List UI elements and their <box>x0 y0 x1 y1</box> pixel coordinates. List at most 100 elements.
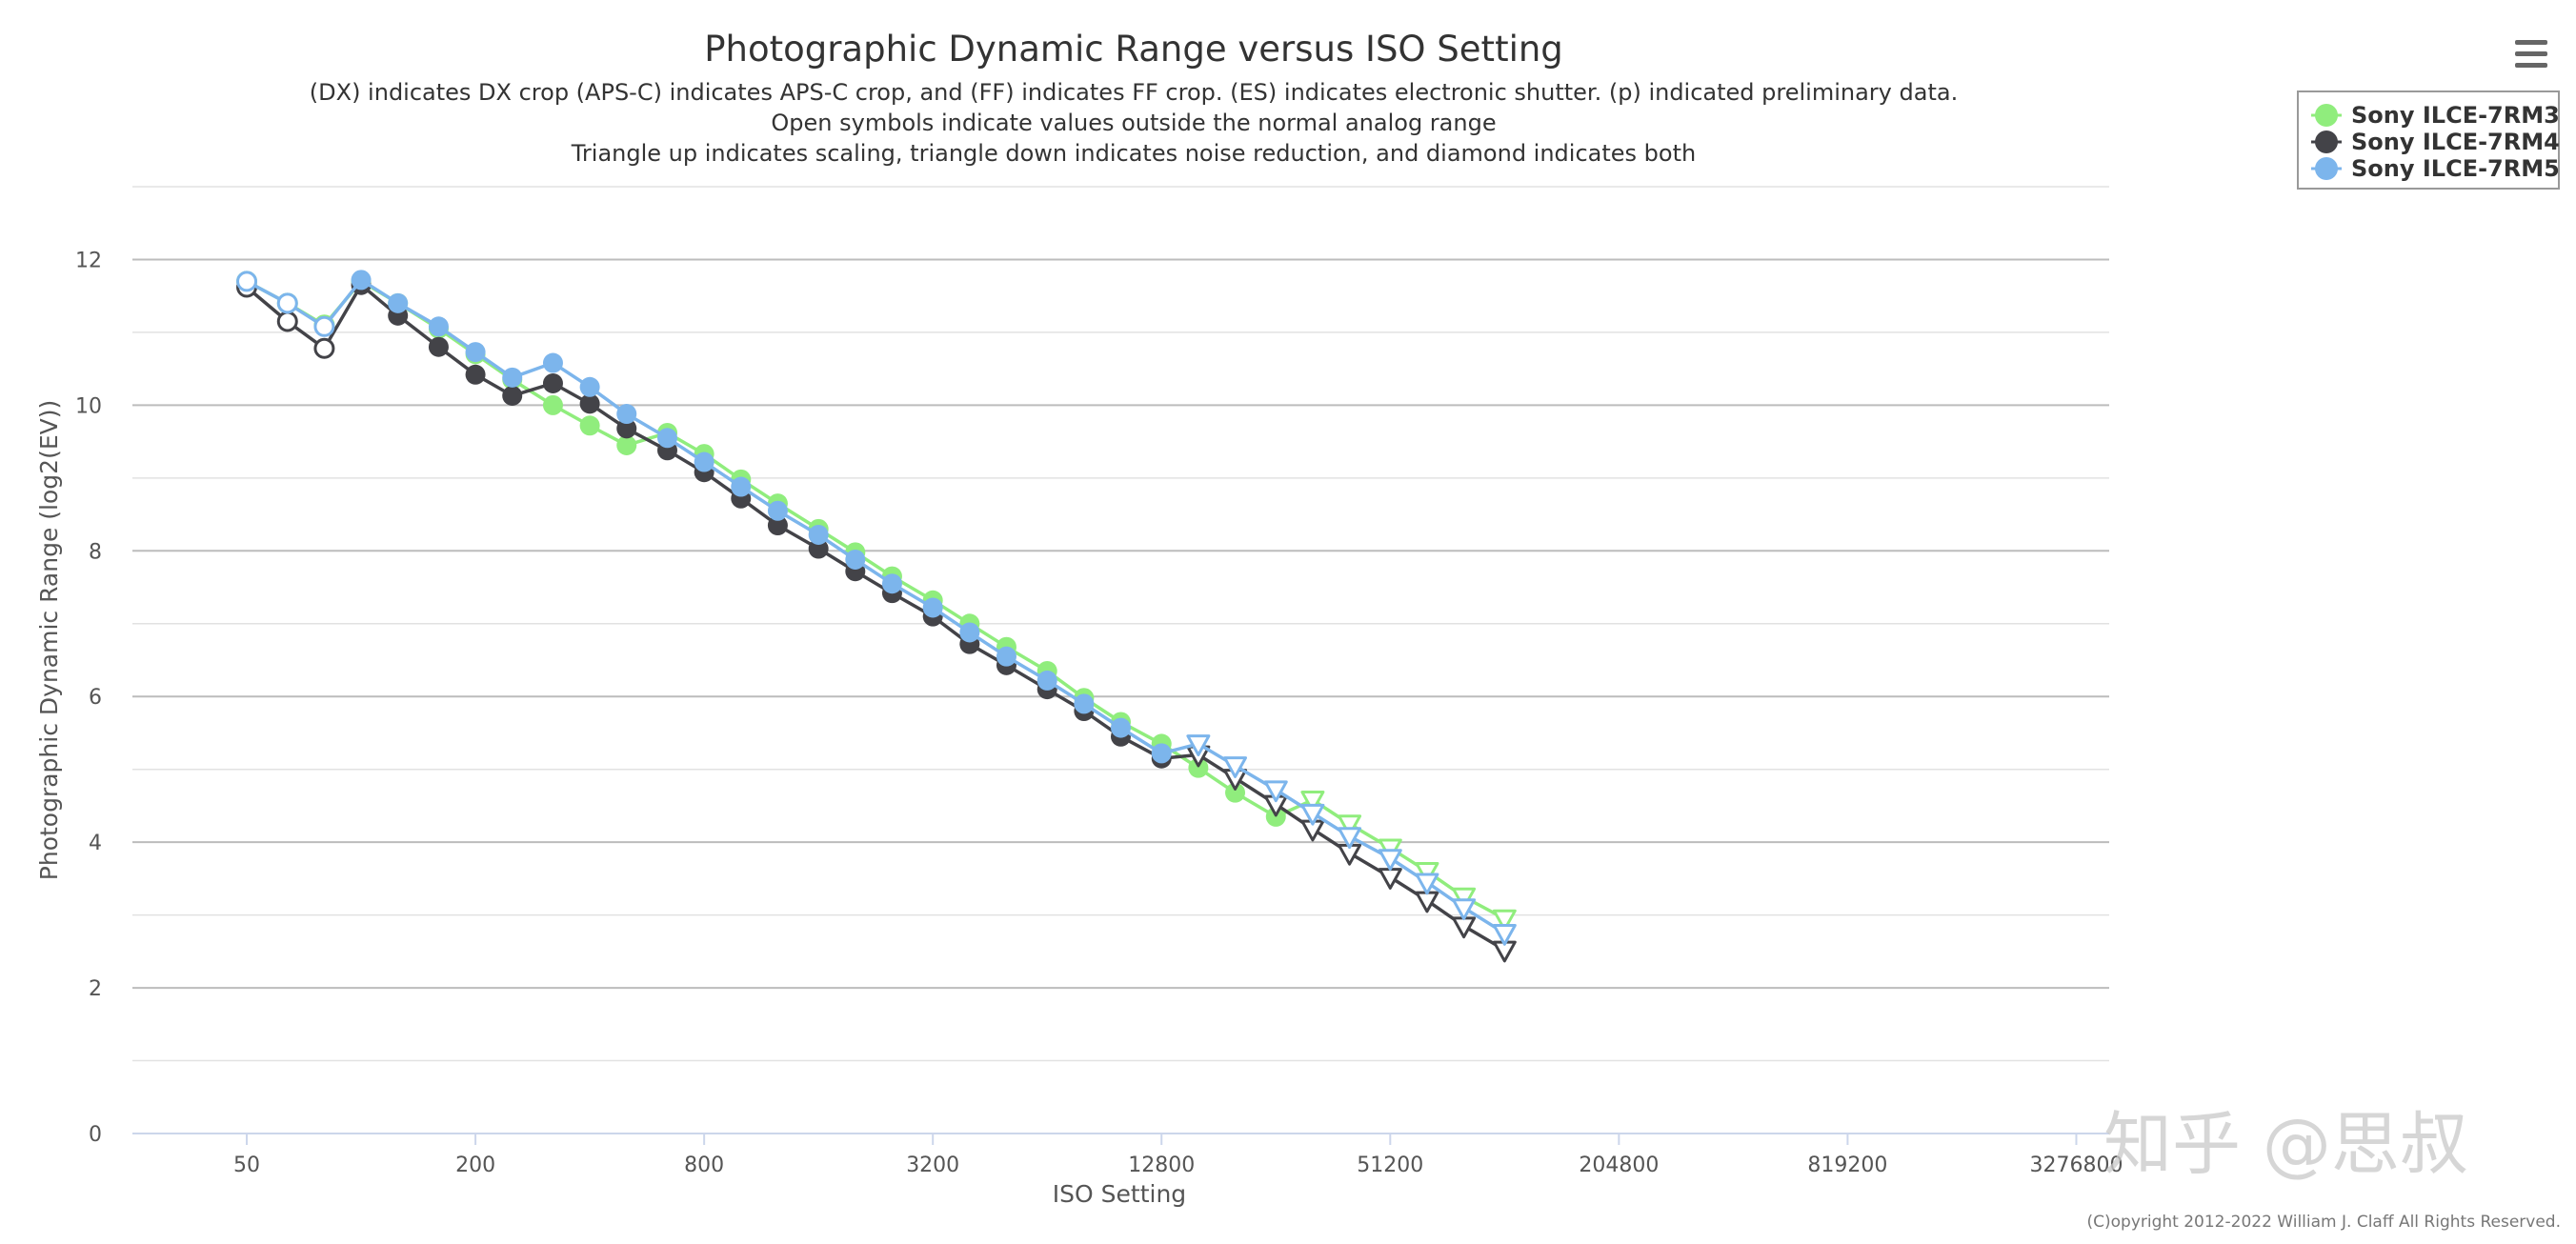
data-point[interactable] <box>579 376 600 397</box>
data-point[interactable] <box>276 311 298 332</box>
data-point[interactable] <box>502 385 523 406</box>
data-point[interactable] <box>959 622 980 643</box>
x-tick-label: 819200 <box>1807 1154 1887 1177</box>
data-point[interactable] <box>1263 780 1288 803</box>
data-point[interactable] <box>1036 670 1057 691</box>
y-tick-label: 4 <box>89 832 102 855</box>
y-axis-title: Photographic Dynamic Range (log2(EV)) <box>35 400 63 880</box>
hamburger-menu-icon <box>2515 40 2547 68</box>
data-point[interactable] <box>428 336 449 357</box>
data-point[interactable] <box>616 404 637 425</box>
data-point[interactable] <box>388 292 409 313</box>
data-point[interactable] <box>767 500 788 521</box>
data-point[interactable] <box>1452 887 1477 910</box>
x-tick-label: 3200 <box>906 1154 959 1177</box>
data-point[interactable] <box>502 367 523 388</box>
data-point[interactable] <box>542 394 563 415</box>
data-point[interactable] <box>1225 782 1246 803</box>
data-point[interactable] <box>1492 909 1517 932</box>
data-point[interactable] <box>465 342 486 363</box>
legend-label-7rm3: Sony ILCE-7RM3 <box>2351 102 2560 129</box>
legend-item-7rm4[interactable]: Sony ILCE-7RM4 <box>2311 129 2560 155</box>
data-point[interactable] <box>1338 827 1362 850</box>
legend: Sony ILCE-7RM3 Sony ILCE-7RM4 Sony ILCE-… <box>2297 90 2560 190</box>
data-point[interactable] <box>465 364 486 385</box>
data-point[interactable] <box>579 393 600 414</box>
data-point[interactable] <box>845 549 866 570</box>
data-point[interactable] <box>313 337 335 359</box>
data-point[interactable] <box>579 415 600 436</box>
y-tick-label: 0 <box>89 1123 102 1147</box>
legend-box <box>2297 90 2560 190</box>
x-tick-label: 50 <box>233 1154 260 1177</box>
data-point[interactable] <box>542 352 563 373</box>
data-point[interactable] <box>1300 803 1325 826</box>
data-point[interactable] <box>616 418 637 439</box>
watermark-text: 知乎 @思叔 <box>2103 1104 2468 1184</box>
data-point[interactable] <box>236 271 258 292</box>
y-tick-label: 6 <box>89 686 102 710</box>
legend-item-7rm5[interactable]: Sony ILCE-7RM5 <box>2311 155 2560 182</box>
y-tick-label: 2 <box>89 977 102 1001</box>
series-group <box>236 270 1517 963</box>
data-point[interactable] <box>1151 743 1172 764</box>
data-point[interactable] <box>1074 693 1095 714</box>
data-point[interactable] <box>1492 923 1517 946</box>
data-point[interactable] <box>428 316 449 337</box>
data-point[interactable] <box>542 372 563 393</box>
data-point[interactable] <box>1415 873 1439 895</box>
legend-marker-7rm3 <box>2315 104 2338 127</box>
data-point[interactable] <box>1223 756 1248 778</box>
data-point[interactable] <box>1415 861 1439 884</box>
data-point[interactable] <box>767 515 788 536</box>
legend-marker-7rm5 <box>2315 157 2338 180</box>
data-point[interactable] <box>731 476 752 497</box>
y-tick-label: 8 <box>89 540 102 564</box>
legend-item-7rm3[interactable]: Sony ILCE-7RM3 <box>2311 102 2560 129</box>
x-tick-label: 3276800 <box>2029 1154 2123 1177</box>
chart-subtitle-line-2: Open symbols indicate values outside the… <box>771 110 1496 136</box>
series-2 <box>236 270 1517 946</box>
legend-label-7rm4: Sony ILCE-7RM4 <box>2351 129 2560 155</box>
data-point[interactable] <box>1378 849 1402 872</box>
legend-marker-7rm4 <box>2315 130 2338 153</box>
data-point[interactable] <box>351 270 372 291</box>
x-tick-label: 200 <box>455 1154 495 1177</box>
axes: 0 2 4 6 8 10 12 50 200 800 3200 12800 51200 204800 819… <box>75 249 2123 1177</box>
data-point[interactable] <box>1300 791 1325 813</box>
series-line <box>246 278 1506 935</box>
chart-subtitle-line-3: Triangle up indicates scaling, triangle … <box>571 140 1696 167</box>
x-tick-label: 51200 <box>1357 1154 1423 1177</box>
chart-menu-button[interactable] <box>2507 32 2553 74</box>
data-point[interactable] <box>656 428 677 449</box>
data-point[interactable] <box>1186 734 1211 756</box>
y-tick-label: 10 <box>75 394 102 418</box>
data-point[interactable] <box>881 573 902 594</box>
legend-label-7rm5: Sony ILCE-7RM5 <box>2351 155 2560 182</box>
data-point[interactable] <box>922 597 943 618</box>
data-point[interactable] <box>808 524 829 545</box>
chart-subtitle-line-1: (DX) indicates DX crop (APS-C) indicates… <box>310 79 1958 106</box>
data-point[interactable] <box>1338 814 1362 837</box>
data-point[interactable] <box>1111 717 1131 738</box>
x-tick-label: 12800 <box>1128 1154 1195 1177</box>
gridlines <box>132 186 2109 1134</box>
data-point[interactable] <box>276 292 298 314</box>
x-tick-label: 204800 <box>1579 1154 1659 1177</box>
data-point[interactable] <box>1188 757 1209 778</box>
chart-title: Photographic Dynamic Range versus ISO Se… <box>704 29 1563 70</box>
data-point[interactable] <box>1452 898 1477 921</box>
series-line <box>245 283 1506 952</box>
copyright-credit: (C)opyright 2012-2022 William J. Claff A… <box>2087 1213 2562 1232</box>
y-tick-label: 12 <box>75 249 102 272</box>
data-point[interactable] <box>313 315 335 337</box>
data-point[interactable] <box>808 538 829 559</box>
data-point[interactable] <box>694 451 714 472</box>
x-tick-label: 800 <box>684 1154 724 1177</box>
data-point[interactable] <box>996 646 1016 667</box>
series-line <box>246 279 1506 920</box>
x-axis-title: ISO Setting <box>1053 1180 1186 1208</box>
data-point[interactable] <box>616 434 637 455</box>
